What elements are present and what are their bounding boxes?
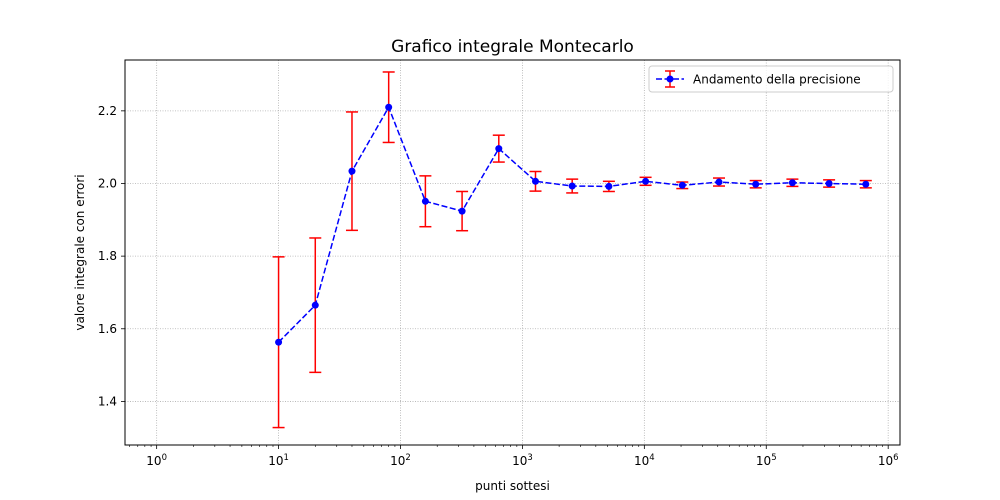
data-point [531, 177, 539, 185]
x-tick-label: 103 [512, 453, 533, 468]
y-tick-label: 1.6 [98, 322, 117, 336]
data-point [421, 197, 429, 205]
y-tick-label: 2.2 [98, 104, 117, 118]
data-point [568, 182, 576, 190]
y-tick-label: 1.4 [98, 394, 117, 408]
ticks: 100 101 102 103 104 105 106 1.4 1.6 1.8 2.0 2.2 [98, 104, 899, 468]
data-point [275, 338, 283, 346]
data-point [678, 181, 686, 189]
x-tick-label: 105 [756, 453, 777, 468]
data-point [752, 180, 760, 188]
data-series [272, 71, 872, 429]
data-point [715, 178, 723, 186]
data-point [825, 179, 833, 187]
data-point [605, 182, 613, 190]
y-tick-label: 2.0 [98, 176, 117, 190]
data-point [862, 180, 870, 188]
data-point [788, 179, 796, 187]
x-axis-label: punti sottesi [475, 479, 550, 493]
x-tick-label: 100 [146, 453, 167, 468]
data-point [311, 301, 319, 309]
data-point [495, 145, 503, 153]
data-point [385, 103, 393, 111]
y-axis-label: valore integrale con errori [73, 174, 87, 330]
x-tick-label: 106 [878, 453, 899, 468]
legend-box [648, 65, 894, 93]
data-point [642, 177, 650, 185]
plot-area-frame [124, 59, 901, 446]
legend-entry-label: Andamento della precisione [693, 73, 861, 87]
chart-title: Grafico integrale Montecarlo [391, 37, 634, 57]
legend-marker-sample [666, 75, 674, 83]
x-tick-label: 101 [268, 453, 289, 468]
data-point [458, 207, 466, 215]
y-tick-label: 1.8 [98, 249, 117, 263]
legend: Andamento della precisione [648, 65, 894, 93]
data-point [348, 167, 356, 175]
x-tick-label: 102 [390, 453, 411, 468]
x-tick-label: 104 [634, 453, 655, 468]
